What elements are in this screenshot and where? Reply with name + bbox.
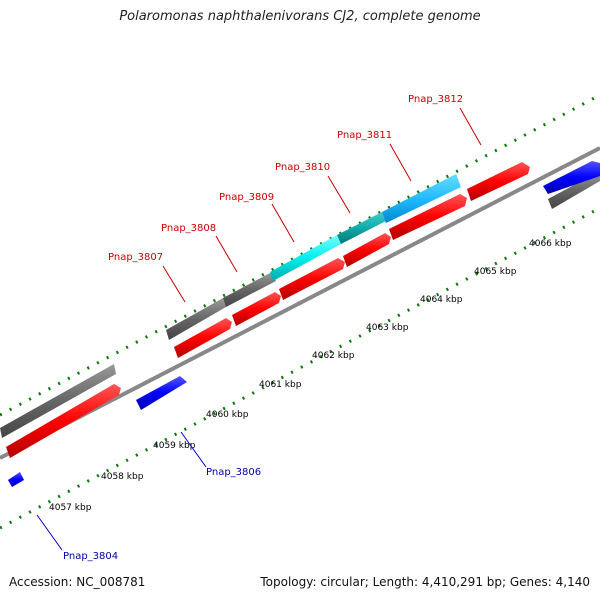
accession-text: Accession: NC_008781 [9,575,146,589]
gene-label[interactable]: Pnap_3808 [161,223,216,234]
kbp-tick-label: 4057 kbp [49,503,92,513]
kbp-tick-label: 4064 kbp [420,295,463,305]
kbp-tick-label: 4062 kbp [312,351,355,361]
gene-label[interactable]: Pnap_3806 [206,467,261,478]
kbp-tick-label: 4061 kbp [259,380,302,390]
gene-feature-forward[interactable] [389,194,467,240]
gene-feature-forward[interactable] [6,384,121,458]
kbp-tick-label: 4065 kbp [474,267,517,277]
gene-label[interactable]: Pnap_3811 [337,130,392,141]
gene-feature-forward[interactable] [232,292,281,326]
genome-backbone [0,146,600,460]
kbp-tick-label: 4058 kbp [101,472,144,482]
leader-line [36,514,63,551]
leader-line [215,235,238,273]
leader-line [271,203,295,243]
kbp-tick-label: 4066 kbp [529,239,572,249]
gene-feature-sky[interactable] [382,174,461,223]
leader-line [327,175,351,214]
gene-feature-reverse[interactable] [543,161,600,194]
gene-label[interactable]: Pnap_3804 [63,551,118,562]
kbp-tick-label: 4063 kbp [366,323,409,333]
outer-tick-line [0,93,600,417]
gene-feature-teal[interactable] [337,212,386,244]
leader-line [389,143,412,182]
leader-line [180,431,207,468]
gene-feature-cyan[interactable] [270,235,341,281]
gene-feature-gray[interactable] [0,364,116,438]
gene-feature-forward[interactable] [343,233,391,267]
gene-feature-reverse[interactable] [8,472,24,487]
leader-line [459,107,482,146]
gene-feature-forward[interactable] [279,258,345,300]
leader-line [162,265,186,303]
gene-feature-forward[interactable] [174,318,232,358]
kbp-tick-label: 4060 kbp [206,410,249,420]
gene-label[interactable]: Pnap_3810 [275,162,330,173]
map-title: Polaromonas naphthalenivorans CJ2, compl… [119,9,481,24]
gene-feature-gray[interactable] [223,272,276,307]
gene-label[interactable]: Pnap_3807 [108,252,163,263]
gene-label[interactable]: Pnap_3809 [219,192,274,203]
gene-feature-gray[interactable] [166,298,226,340]
gene-feature-forward[interactable] [467,162,530,201]
genome-summary-text: Topology: circular; Length: 4,410,291 bp… [260,575,590,589]
kbp-tick-label: 4059 kbp [153,441,196,451]
gene-label[interactable]: Pnap_3812 [408,94,463,105]
gene-feature-reverse[interactable] [136,376,187,410]
